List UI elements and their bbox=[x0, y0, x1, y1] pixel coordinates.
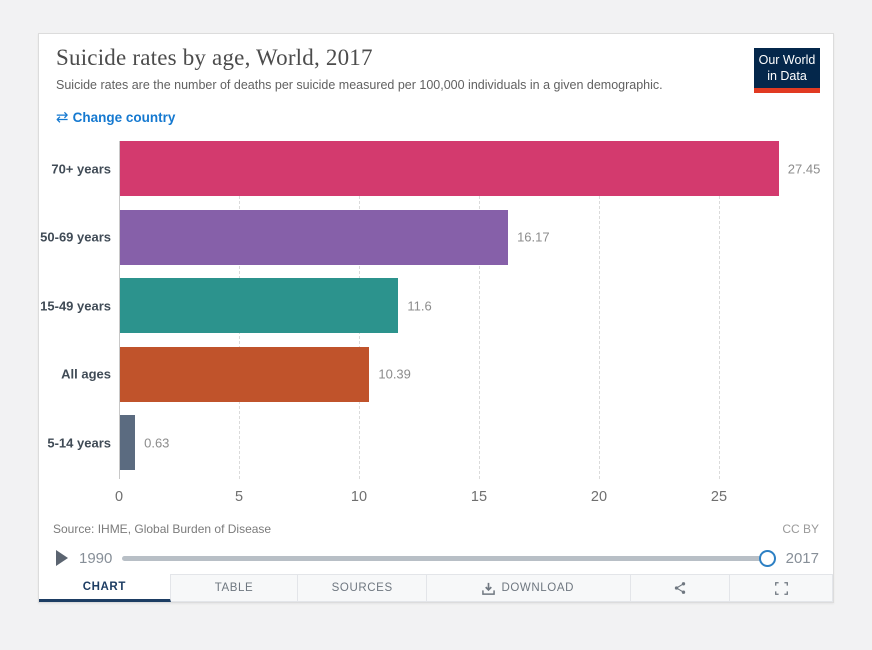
value-label: 27.45 bbox=[787, 161, 821, 176]
play-icon[interactable] bbox=[55, 550, 69, 566]
tab-bar: CHART TABLE SOURCES DOWNLOAD bbox=[39, 574, 833, 602]
bar-15-49-years[interactable] bbox=[120, 278, 399, 334]
chart-subtitle: Suicide rates are the number of deaths p… bbox=[56, 78, 663, 92]
tab-table[interactable]: TABLE bbox=[170, 574, 299, 602]
timeline: 1990 2017 bbox=[53, 545, 819, 571]
tab-download[interactable]: DOWNLOAD bbox=[427, 574, 631, 602]
x-tick-label-25: 25 bbox=[710, 489, 728, 505]
tab-share[interactable] bbox=[630, 574, 731, 602]
category-label: 5-14 years bbox=[47, 435, 111, 451]
category-label: 50-69 years bbox=[40, 229, 111, 245]
value-label: 0.63 bbox=[144, 435, 170, 451]
license-link[interactable]: CC BY bbox=[782, 522, 819, 536]
change-country-label: Change country bbox=[72, 109, 176, 125]
timeline-track[interactable] bbox=[122, 556, 768, 561]
x-tick-label-10: 10 bbox=[350, 489, 368, 505]
bar-5-14-years[interactable] bbox=[120, 415, 136, 471]
value-label: 11.6 bbox=[407, 298, 432, 314]
download-icon bbox=[482, 582, 496, 595]
x-tick-label-20: 20 bbox=[590, 489, 608, 505]
chart-title: Suicide rates by age, World, 2017 bbox=[56, 45, 373, 70]
x-tick-label-5: 5 bbox=[234, 489, 244, 505]
timeline-slider[interactable] bbox=[122, 549, 776, 567]
gridline-15 bbox=[479, 141, 480, 479]
category-label: 70+ years bbox=[51, 161, 111, 176]
owid-logo[interactable]: Our World in Data bbox=[754, 48, 820, 93]
owid-logo-line1: Our World bbox=[758, 53, 816, 67]
source-text: Source: IHME, Global Burden of Disease bbox=[53, 522, 272, 536]
source-row: Source: IHME, Global Burden of Disease C… bbox=[53, 522, 819, 536]
x-tick-label-15: 15 bbox=[470, 489, 488, 505]
value-label: 16.17 bbox=[517, 229, 550, 245]
share-icon bbox=[674, 582, 686, 594]
value-label: 10.39 bbox=[378, 366, 411, 382]
gridline-20 bbox=[599, 141, 600, 479]
gridline-0 bbox=[119, 141, 120, 479]
fullscreen-icon bbox=[774, 581, 788, 595]
tab-chart-label: CHART bbox=[82, 580, 126, 593]
change-country-button[interactable]: ⇄ Change country bbox=[56, 108, 175, 126]
tab-table-label: TABLE bbox=[214, 582, 254, 594]
bar-50-69-years[interactable] bbox=[120, 209, 509, 265]
bar-70+-years[interactable] bbox=[120, 141, 779, 196]
bar-all-ages[interactable] bbox=[120, 346, 370, 402]
timeline-end-year: 2017 bbox=[785, 549, 819, 567]
timeline-handle[interactable] bbox=[758, 550, 776, 567]
swap-arrows-icon: ⇄ bbox=[56, 109, 69, 126]
category-label: All ages bbox=[61, 366, 111, 382]
tab-chart[interactable]: CHART bbox=[39, 574, 171, 602]
chart-card: Suicide rates by age, World, 2017 Suicid… bbox=[38, 33, 834, 603]
tab-sources[interactable]: SOURCES bbox=[298, 574, 428, 602]
tab-download-label: DOWNLOAD bbox=[501, 582, 575, 594]
x-tick-label-0: 0 bbox=[114, 489, 124, 505]
tab-fullscreen[interactable] bbox=[730, 574, 833, 602]
owid-logo-line2: in Data bbox=[767, 69, 807, 84]
plot-area: 0 5 10 15 20 25 70+ years 27.45 50-69 years 16.17… bbox=[40, 141, 821, 505]
timeline-start-year: 1990 bbox=[79, 549, 113, 567]
gridline-25 bbox=[719, 141, 720, 479]
tab-sources-label: SOURCES bbox=[331, 582, 393, 594]
category-label: 15-49 years bbox=[40, 298, 111, 314]
